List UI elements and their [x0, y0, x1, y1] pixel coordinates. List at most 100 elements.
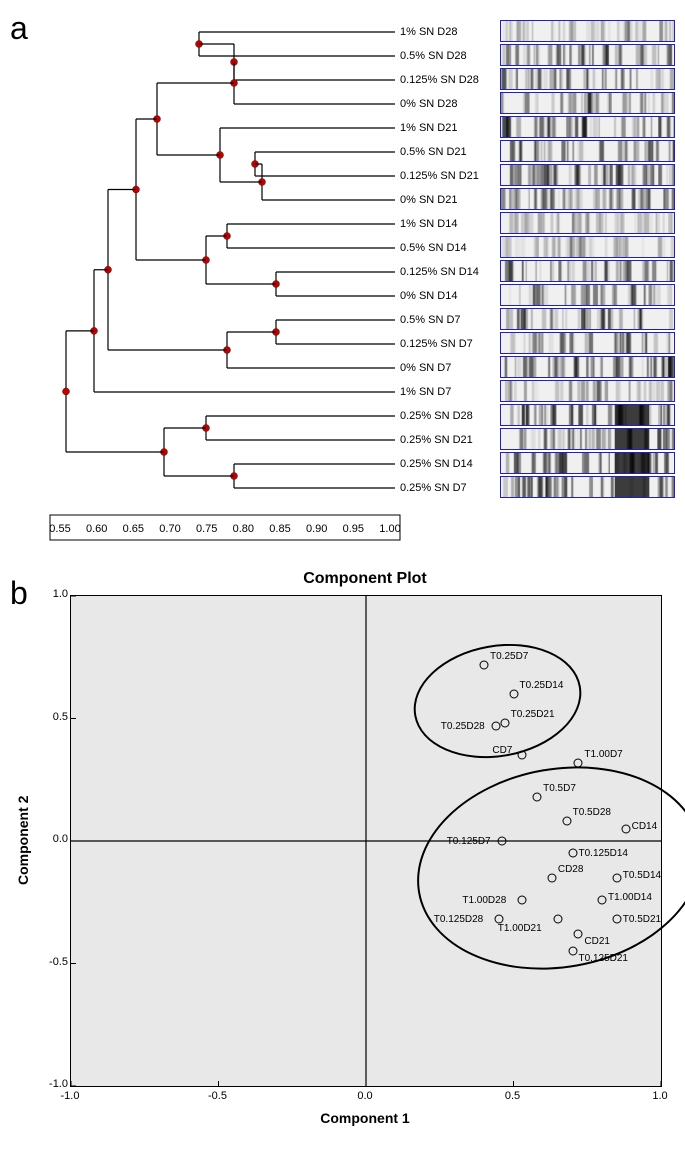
point-label: CD28 — [558, 864, 584, 875]
svg-text:0.60: 0.60 — [86, 523, 107, 535]
svg-text:0.90: 0.90 — [306, 523, 327, 535]
dendrogram-tree — [40, 20, 395, 510]
scatter-point — [621, 824, 630, 833]
scatter-point — [480, 660, 489, 669]
gel-lane — [500, 116, 675, 138]
panel-b: b Component Plot Component 2 T0.25D7T0.2… — [10, 570, 685, 1145]
y-tick: 0.0 — [40, 833, 68, 845]
y-tick: -1.0 — [40, 1078, 68, 1090]
gel-lane — [500, 188, 675, 210]
gel-lane — [500, 92, 675, 114]
dendrogram-container: 1% SN D280.5% SN D280.125% SN D280% SN D… — [40, 20, 680, 530]
gel-lane — [500, 452, 675, 474]
point-label: CD14 — [632, 821, 658, 832]
panel-a-label: a — [10, 10, 28, 47]
leaf-label: 0.5% SN D7 — [400, 308, 495, 332]
gel-lane — [500, 236, 675, 258]
leaf-label: 0.25% SN D7 — [400, 476, 495, 500]
scatter-point — [518, 895, 527, 904]
gel-lane — [500, 404, 675, 426]
gel-lane — [500, 164, 675, 186]
point-label: T0.5D14 — [623, 870, 661, 881]
point-label: T0.125D21 — [579, 953, 628, 964]
svg-text:0.55: 0.55 — [49, 523, 70, 535]
point-label: T0.25D28 — [441, 721, 485, 732]
scatter-point — [533, 792, 542, 801]
gel-lane — [500, 20, 675, 42]
gel-lane — [500, 140, 675, 162]
leaf-label: 0.5% SN D28 — [400, 44, 495, 68]
x-tick: -0.5 — [203, 1090, 233, 1102]
point-label: T0.25D14 — [520, 680, 564, 691]
gel-lane — [500, 68, 675, 90]
leaf-label: 0% SN D28 — [400, 92, 495, 116]
svg-text:0.85: 0.85 — [269, 523, 290, 535]
gel-lane — [500, 308, 675, 330]
leaf-label: 0.5% SN D14 — [400, 236, 495, 260]
point-label: CD7 — [492, 745, 512, 756]
leaf-label: 1% SN D21 — [400, 116, 495, 140]
scatter-point — [518, 751, 527, 760]
panel-a: a 1% SN D280.5% SN D280.125% SN D280% SN… — [10, 10, 685, 570]
svg-text:0.75: 0.75 — [196, 523, 217, 535]
point-label: T1.00D28 — [462, 895, 506, 906]
svg-text:1.00: 1.00 — [379, 523, 400, 535]
scatter-point — [497, 837, 506, 846]
gel-lane — [500, 476, 675, 498]
scatter-point — [568, 849, 577, 858]
point-label: T0.125D14 — [579, 848, 628, 859]
gel-lane — [500, 332, 675, 354]
gel-lane — [500, 428, 675, 450]
gel-lane — [500, 380, 675, 402]
point-label: T1.00D14 — [608, 892, 652, 903]
point-label: T0.5D28 — [573, 807, 611, 818]
point-label: T0.125D28 — [434, 914, 483, 925]
scatter-point — [553, 915, 562, 924]
leaf-labels-column: 1% SN D280.5% SN D280.125% SN D280% SN D… — [400, 20, 495, 500]
point-label: T0.25D21 — [511, 709, 555, 720]
y-axis-label: Component 2 — [15, 595, 35, 1085]
leaf-label: 0.25% SN D14 — [400, 452, 495, 476]
scatter-point — [509, 690, 518, 699]
leaf-label: 1% SN D14 — [400, 212, 495, 236]
leaf-label: 0% SN D14 — [400, 284, 495, 308]
gel-lane — [500, 212, 675, 234]
leaf-label: 0% SN D7 — [400, 356, 495, 380]
gel-lanes-column — [500, 20, 675, 500]
y-tick: 0.5 — [40, 711, 68, 723]
component-plot-area: T0.25D7 T0.25D14 T0.25D21 T0.25D28 CD7 T1.00D… — [70, 595, 662, 1087]
leaf-label: 1% SN D7 — [400, 380, 495, 404]
leaf-label: 0.125% SN D7 — [400, 332, 495, 356]
leaf-label: 1% SN D28 — [400, 20, 495, 44]
leaf-label: 0.125% SN D14 — [400, 260, 495, 284]
y-tick: -0.5 — [40, 956, 68, 968]
scatter-point — [491, 721, 500, 730]
leaf-label: 0.25% SN D28 — [400, 404, 495, 428]
leaf-label: 0.125% SN D21 — [400, 164, 495, 188]
component-plot-title: Component Plot — [70, 570, 660, 588]
dendrogram-scale: 0.55 0.60 0.65 0.70 0.75 0.80 0.85 0.90 0.95 1.00 — [40, 510, 410, 550]
scatter-point — [568, 947, 577, 956]
svg-text:0.95: 0.95 — [343, 523, 364, 535]
x-tick: -1.0 — [55, 1090, 85, 1102]
scatter-point — [574, 758, 583, 767]
point-label: T1.00D21 — [498, 923, 542, 934]
gel-lane — [500, 44, 675, 66]
point-label: T0.25D7 — [490, 651, 528, 662]
svg-text:0.65: 0.65 — [123, 523, 144, 535]
point-label: T0.5D21 — [623, 914, 661, 925]
x-axis-label: Component 1 — [70, 1110, 660, 1126]
svg-text:0.80: 0.80 — [233, 523, 254, 535]
x-tick: 0.5 — [498, 1090, 528, 1102]
svg-text:0.70: 0.70 — [159, 523, 180, 535]
x-tick: 1.0 — [645, 1090, 675, 1102]
point-label: T0.125D7 — [447, 836, 491, 847]
leaf-label: 0.125% SN D28 — [400, 68, 495, 92]
scatter-point — [500, 719, 509, 728]
leaf-label: 0% SN D21 — [400, 188, 495, 212]
point-label: CD21 — [584, 936, 610, 947]
gel-lane — [500, 284, 675, 306]
point-label: T0.5D7 — [543, 783, 576, 794]
scatter-point — [574, 930, 583, 939]
point-label: T1.00D7 — [584, 749, 622, 760]
